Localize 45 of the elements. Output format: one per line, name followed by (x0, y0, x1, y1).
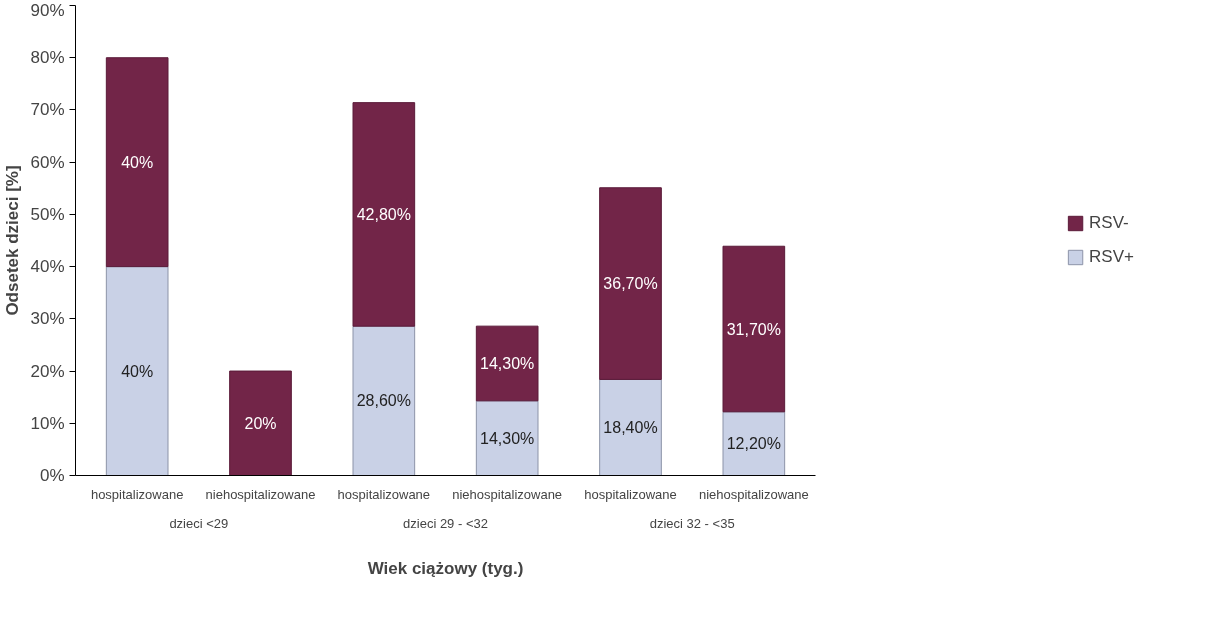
bar (722, 245, 786, 413)
data-label: 20% (244, 414, 277, 432)
data-label: 14,30% (480, 429, 535, 447)
x-tick-label: hospitalizowane (584, 486, 677, 502)
data-label: 40% (121, 153, 154, 171)
y-axis-title: Odsetek dzieci [%] (3, 165, 23, 316)
text: dzieci 32 - <35 (649, 515, 735, 531)
x-tick-label: niehospitalizowane (452, 486, 563, 502)
text: dzieci 29 - <32 (403, 515, 488, 531)
bar (722, 411, 786, 476)
y-tick-label: 80% (30, 48, 65, 68)
y-tick-label: 40% (30, 257, 65, 277)
data-label: 31,70% (726, 320, 781, 338)
y-tick-label: 0% (39, 466, 65, 485)
x-axis-title: Wiek ciążowy (tyg.) (367, 558, 524, 578)
x-tick-label: hospitalizowane (90, 486, 184, 502)
y-tick-label: 50% (30, 204, 65, 224)
data-label: 36,70% (603, 275, 658, 293)
y-tick-label: 20% (30, 361, 65, 381)
y-tick-label: 70% (30, 100, 65, 120)
bar (229, 370, 292, 476)
bar (475, 400, 539, 476)
y-tick-label: 90% (30, 0, 65, 20)
data-label: 42,80% (356, 205, 411, 223)
x-tick-label: niehospitalizowane (205, 486, 316, 502)
data-label: 40% (121, 362, 154, 380)
bar (352, 325, 416, 476)
y-tick-label: 10% (30, 413, 65, 433)
bar (352, 102, 416, 327)
data-label: 14,30% (480, 354, 535, 372)
bar (475, 325, 539, 402)
y-tick-label: 60% (30, 152, 65, 172)
bar (105, 57, 169, 268)
bar (105, 266, 169, 476)
bar (599, 378, 662, 476)
data-label: 28,60% (356, 392, 411, 410)
x-tick-label: hospitalizowane (337, 486, 431, 502)
data-label: 12,20% (726, 435, 781, 453)
legend-label: RSV- (1089, 213, 1129, 233)
x-tick-label: niehospitalizowane (698, 486, 809, 502)
text: dzieci <29 (169, 515, 229, 531)
bar (599, 187, 662, 380)
legend-label: RSV+ (1089, 247, 1134, 267)
data-label: 18,40% (603, 418, 658, 436)
y-tick-label: 30% (30, 309, 65, 329)
